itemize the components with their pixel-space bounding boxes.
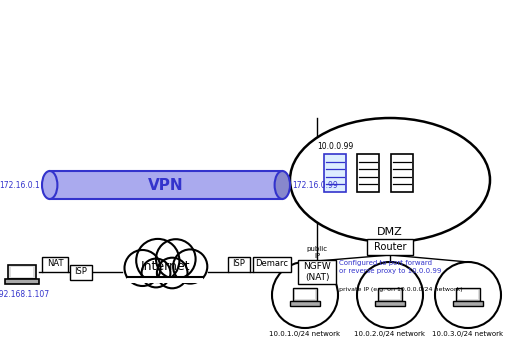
Ellipse shape [42, 171, 57, 199]
FancyBboxPatch shape [228, 257, 250, 272]
Text: ISP: ISP [232, 260, 245, 269]
FancyBboxPatch shape [5, 279, 39, 284]
Circle shape [435, 262, 501, 328]
Text: private IP (e.g. on 10.0.0.0/24 network): private IP (e.g. on 10.0.0.0/24 network) [339, 287, 463, 292]
FancyBboxPatch shape [391, 154, 413, 192]
FancyBboxPatch shape [375, 301, 405, 306]
Circle shape [357, 262, 423, 328]
Text: 172.16.0.99: 172.16.0.99 [292, 180, 338, 189]
FancyBboxPatch shape [459, 290, 477, 299]
FancyBboxPatch shape [357, 154, 379, 192]
FancyBboxPatch shape [70, 264, 92, 280]
Circle shape [156, 239, 196, 279]
FancyBboxPatch shape [367, 239, 413, 255]
Ellipse shape [290, 118, 490, 242]
Circle shape [272, 262, 338, 328]
Text: 10.0.2.0/24 network: 10.0.2.0/24 network [355, 331, 425, 337]
FancyBboxPatch shape [324, 154, 346, 192]
FancyBboxPatch shape [127, 277, 203, 283]
FancyBboxPatch shape [127, 266, 203, 277]
Text: 192.168.1.107: 192.168.1.107 [0, 290, 49, 299]
Text: 10.0.3.0/24 network: 10.0.3.0/24 network [433, 331, 503, 337]
FancyBboxPatch shape [298, 260, 336, 284]
FancyBboxPatch shape [453, 301, 483, 306]
Text: 10.0.0.99: 10.0.0.99 [317, 142, 353, 151]
FancyBboxPatch shape [293, 288, 317, 301]
Circle shape [124, 250, 161, 286]
Ellipse shape [275, 171, 290, 199]
FancyBboxPatch shape [8, 265, 35, 279]
Circle shape [173, 249, 207, 284]
Text: Router: Router [374, 242, 406, 252]
Text: Internet: Internet [140, 260, 190, 272]
FancyBboxPatch shape [381, 290, 399, 299]
FancyBboxPatch shape [456, 288, 480, 301]
Text: 10.0.1.0/24 network: 10.0.1.0/24 network [269, 331, 341, 337]
Text: Demarc: Demarc [255, 260, 289, 269]
Text: public
IP: public IP [306, 246, 328, 259]
FancyBboxPatch shape [378, 288, 402, 301]
FancyBboxPatch shape [11, 267, 33, 277]
Text: DMZ: DMZ [377, 227, 403, 237]
Text: NAT: NAT [47, 260, 63, 269]
FancyBboxPatch shape [290, 301, 320, 306]
Circle shape [141, 259, 171, 287]
FancyBboxPatch shape [253, 257, 291, 272]
Text: NGFW
(NAT): NGFW (NAT) [303, 262, 331, 282]
Text: 172.16.0.1: 172.16.0.1 [0, 180, 40, 189]
FancyBboxPatch shape [50, 171, 282, 199]
Text: ISP: ISP [74, 268, 87, 276]
Circle shape [136, 239, 179, 282]
FancyBboxPatch shape [42, 257, 68, 272]
Text: VPN: VPN [148, 177, 184, 192]
FancyBboxPatch shape [295, 290, 315, 299]
Circle shape [157, 258, 188, 288]
Text: Configured to port forward
or reverse proxy to 10.0.0.99: Configured to port forward or reverse pr… [339, 260, 441, 273]
